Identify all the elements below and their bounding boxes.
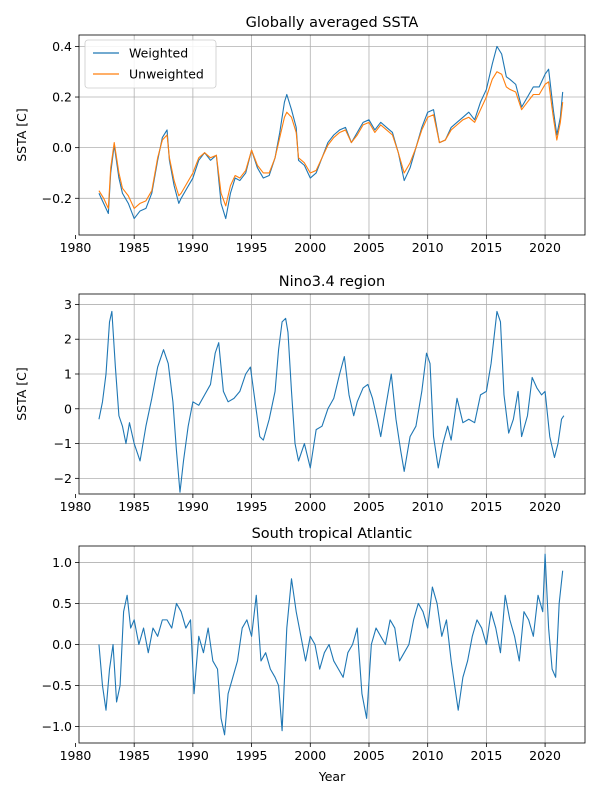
y-tick-label: −0.5 (42, 678, 72, 693)
x-tick-label: 1990 (177, 748, 209, 763)
y-tick-label: 1 (64, 367, 72, 382)
panel-3: 1980 1985 1990 1995 2000 2005 2010 2015 2020 −1.0… (42, 526, 586, 784)
x-tick-label: 2015 (470, 499, 502, 514)
x-tick-label: 1980 (60, 499, 92, 514)
chart-title: Nino3.4 region (279, 274, 385, 290)
panel-1: 1980 1985 1990 1995 2000 2005 2010 2015 2020 −0.2… (14, 15, 586, 255)
y-tick-label: 0 (64, 401, 72, 416)
panel-2: 1980 1985 1990 1995 2000 2005 2010 2015 2020 −2 −1… (14, 274, 586, 514)
axes-frame (78, 293, 586, 495)
x-tick-label: 2000 (294, 499, 326, 514)
y-tick-label: −0.2 (42, 191, 72, 206)
chart-title: Globally averaged SSTA (246, 15, 419, 31)
y-tick-label: 2 (64, 332, 72, 347)
y-axis-label: SSTA [C] (14, 108, 29, 162)
x-tick-label: 1995 (236, 240, 268, 255)
legend-label: Weighted (129, 46, 188, 61)
x-tick-label: 2020 (529, 748, 561, 763)
x-tick-label: 1995 (236, 499, 268, 514)
x-tick-label: 2000 (294, 240, 326, 255)
x-tick-label: 2020 (529, 499, 561, 514)
x-tick-label: 2010 (412, 499, 444, 514)
x-tick-label: 2015 (470, 240, 502, 255)
x-tick-label: 1990 (177, 499, 209, 514)
x-tick-label: 1995 (236, 748, 268, 763)
series-line-south-tropical-atlantic (98, 553, 564, 736)
x-tick-label: 2020 (529, 240, 561, 255)
x-tick-label: 2010 (412, 240, 444, 255)
y-tick-label: 3 (64, 297, 72, 312)
legend-box (84, 39, 217, 89)
x-tick-label: 2010 (412, 748, 444, 763)
chart-title: South tropical Atlantic (252, 526, 413, 542)
y-tick-label: 0.0 (52, 140, 72, 155)
x-tick-label: 1985 (118, 748, 150, 763)
x-tick-label: 1980 (60, 240, 92, 255)
legend-label: Unweighted (129, 67, 204, 82)
x-tick-label: 2005 (353, 499, 385, 514)
y-tick-label: −1 (54, 436, 72, 451)
x-tick-label: 2005 (353, 748, 385, 763)
y-tick-label: 1.0 (52, 555, 72, 570)
y-tick-label: 0.0 (52, 637, 72, 652)
legend: Weighted Unweighted (84, 39, 217, 89)
series-line-nino3-4 (98, 310, 565, 493)
y-tick-label: 0.4 (52, 39, 72, 54)
y-axis-label: SSTA [C] (14, 367, 29, 421)
series-line-unweighted (98, 71, 564, 209)
y-tick-label: 0.5 (52, 596, 72, 611)
x-tick-label: 1990 (177, 240, 209, 255)
y-tick-label: −2 (54, 471, 72, 486)
x-tick-label: 2000 (294, 748, 326, 763)
x-tick-label: 1985 (118, 240, 150, 255)
x-tick-label: 2005 (353, 240, 385, 255)
x-tick-label: 2015 (470, 748, 502, 763)
x-tick-label: 1980 (60, 748, 92, 763)
x-tick-label: 1985 (118, 499, 150, 514)
axes-frame (78, 34, 586, 236)
y-tick-label: 0.2 (52, 90, 72, 105)
y-tick-label: −1.0 (42, 719, 72, 734)
x-axis-label: Year (318, 769, 346, 784)
